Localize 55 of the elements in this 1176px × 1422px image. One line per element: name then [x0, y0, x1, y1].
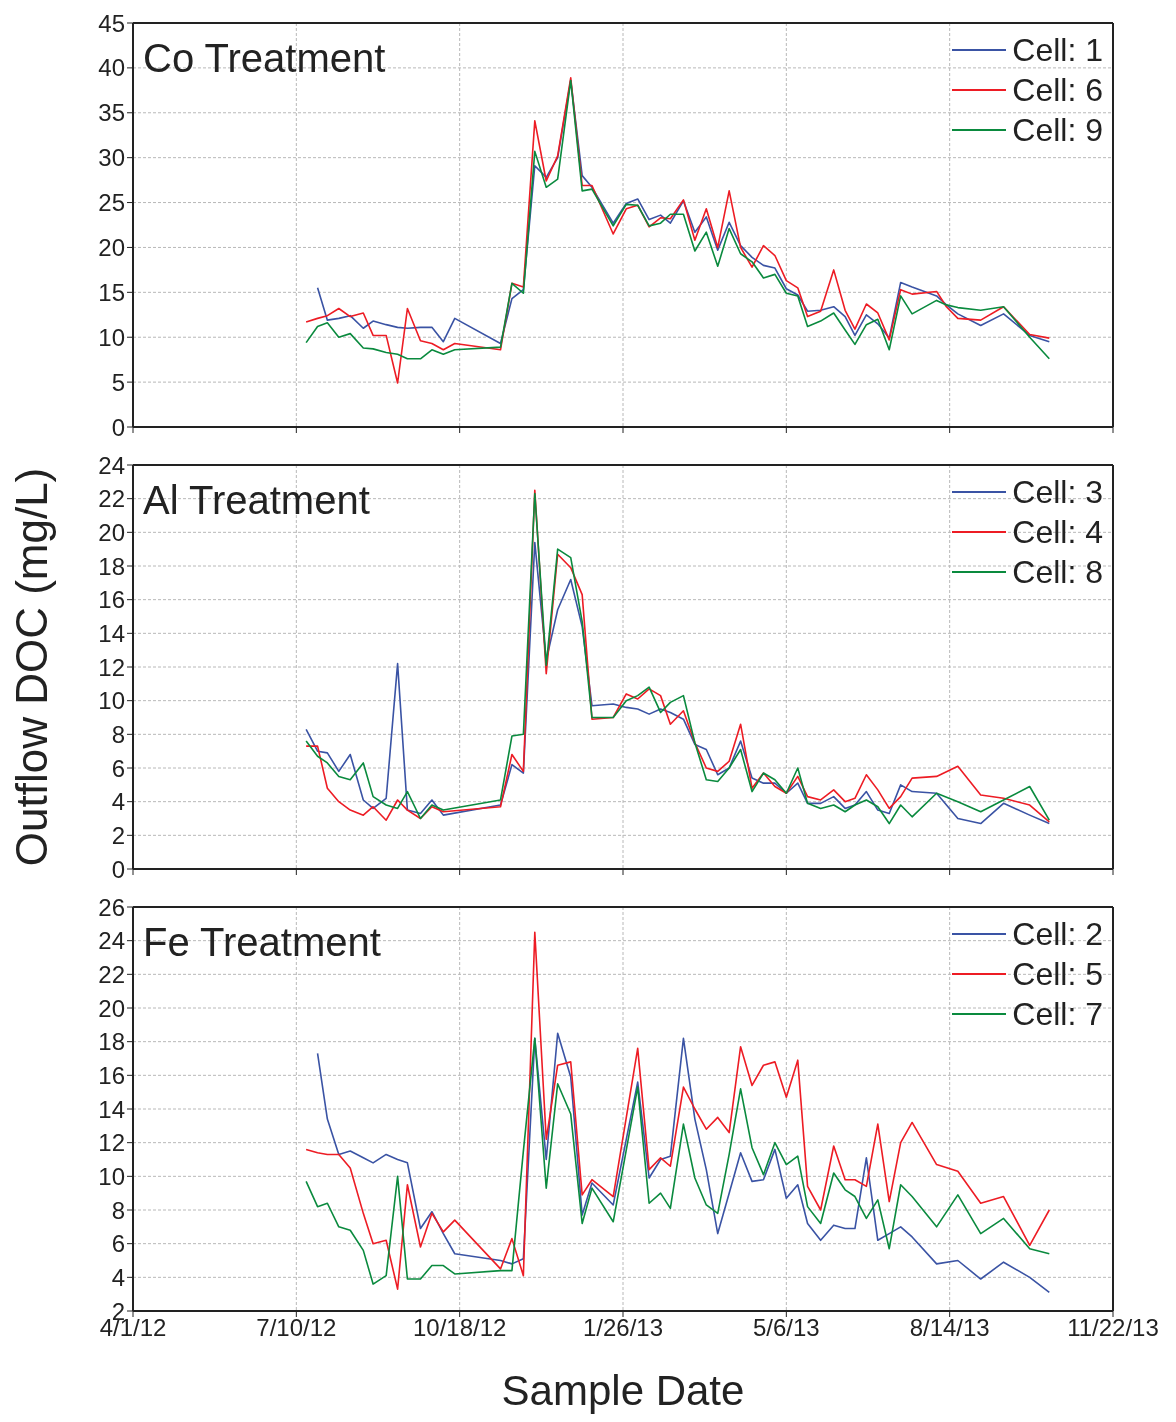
y-tick-label: 35: [98, 99, 125, 127]
chart-title: Co Treatment: [143, 36, 386, 80]
legend-label: Cell: 9: [1012, 111, 1103, 149]
y-tick-label: 14: [98, 619, 125, 647]
y-tick-label: 8: [111, 1196, 125, 1224]
chart-title: Al Treatment: [143, 478, 370, 522]
y-tick-label: 40: [98, 54, 125, 82]
y-tick-label: 8: [111, 720, 125, 748]
y-tick-label: 10: [98, 323, 125, 351]
y-tick-label: 6: [111, 1230, 125, 1258]
y-tick-label: 10: [98, 1162, 125, 1190]
legend-label: Cell: 1: [1012, 31, 1103, 69]
y-tick-label: 22: [98, 960, 125, 988]
y-tick-label: 0: [111, 413, 125, 441]
legend-label: Cell: 2: [1012, 915, 1103, 953]
y-tick-label: 0: [111, 855, 125, 883]
y-tick-label: 25: [98, 189, 125, 217]
y-tick-label: 20: [98, 233, 125, 261]
y-tick-label: 4: [111, 1263, 125, 1291]
x-axis-title: Sample Date: [500, 1367, 746, 1415]
legend-label: Cell: 6: [1012, 71, 1103, 109]
x-tick-label: 7/10/12: [256, 1314, 337, 1342]
y-tick-label: 12: [98, 653, 125, 681]
y-tick-label: 22: [98, 485, 125, 513]
y-tick-label: 26: [98, 893, 125, 921]
y-tick-label: 15: [98, 278, 125, 306]
y-tick-label: 24: [98, 451, 125, 479]
y-tick-label: 18: [98, 1028, 125, 1056]
legend-label: Cell: 5: [1012, 955, 1103, 993]
x-tick-label: 5/6/13: [752, 1314, 820, 1342]
legend-label: Cell: 3: [1012, 473, 1103, 511]
y-tick-label: 16: [98, 586, 125, 614]
y-tick-label: 24: [98, 927, 125, 955]
y-tick-label: 5: [111, 368, 125, 396]
y-tick-label: 2: [111, 821, 125, 849]
y-tick-label: 6: [111, 754, 125, 782]
y-tick-label: 30: [98, 144, 125, 172]
y-tick-label: 20: [98, 994, 125, 1022]
x-tick-label: 1/26/13: [582, 1314, 664, 1342]
legend-label: Cell: 4: [1012, 513, 1103, 551]
y-tick-label: 12: [98, 1129, 125, 1157]
y-tick-label: 18: [98, 552, 125, 580]
y-tick-label: 4: [111, 788, 125, 816]
x-tick-label: 10/18/12: [412, 1314, 507, 1342]
chart-title: Fe Treatment: [143, 920, 381, 964]
y-tick-label: 16: [98, 1061, 125, 1089]
y-tick-label: 20: [98, 518, 125, 546]
x-tick-label: 8/14/13: [909, 1314, 990, 1342]
y-axis-title: Outflow DOC (mg/L): [7, 467, 57, 866]
x-tick-label: 11/22/13: [1067, 1314, 1159, 1342]
y-tick-label: 10: [98, 687, 125, 715]
legend-label: Cell: 8: [1012, 553, 1103, 591]
y-tick-label: 45: [98, 9, 125, 37]
legend-label: Cell: 7: [1012, 995, 1103, 1033]
y-tick-label: 14: [98, 1095, 125, 1123]
